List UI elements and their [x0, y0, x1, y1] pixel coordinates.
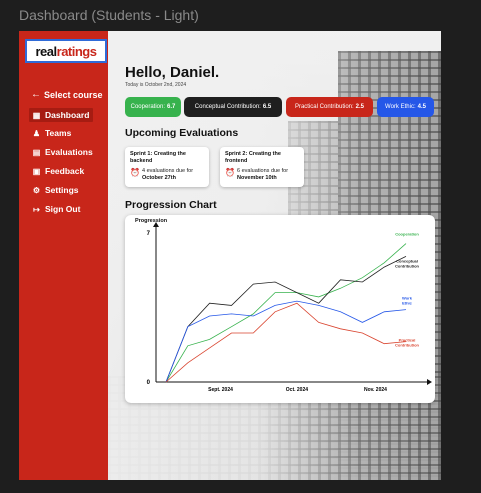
- series-label: Conceptual Contribution: [395, 258, 420, 268]
- series-line-cooperation: [165, 243, 407, 383]
- metric-work-ethic[interactable]: Work Ethic: 4.5: [377, 97, 434, 117]
- series-line-practical-contribution: [165, 302, 407, 383]
- sidebar-item-evaluations[interactable]: ▤ Evaluations: [32, 147, 93, 157]
- arrow-left-icon: ←: [31, 89, 41, 100]
- chart-bar-icon: ▤: [32, 147, 41, 157]
- gear-icon: ⚙: [32, 185, 41, 195]
- logo-part2: ratings: [56, 43, 97, 59]
- date-text: Today is October 2nd, 2024: [125, 82, 187, 88]
- series-label: Work Ethic: [402, 296, 413, 306]
- sidebar-item-sign-out[interactable]: ↦ Sign Out: [33, 204, 81, 214]
- dashboard-icon: ▦: [32, 110, 41, 120]
- evaluation-title: Sprint 1: Creating the backend: [130, 151, 186, 164]
- evaluation-card[interactable]: Sprint 1: Creating the backend ⏰ 4 evalu…: [125, 147, 209, 187]
- select-course-label: Select course: [44, 89, 103, 100]
- alarm-clock-icon: ⏰: [130, 168, 140, 177]
- teams-icon: ♟: [32, 128, 41, 138]
- sidebar: realratings ← Select course ▦ Dashboard …: [19, 31, 108, 480]
- greeting: Hello, Daniel.: [125, 64, 220, 81]
- metric-practical-contribution[interactable]: Practical Contribution: 2.5: [286, 97, 373, 117]
- y-tick-label: 0: [147, 380, 151, 386]
- sidebar-item-dashboard[interactable]: ▦ Dashboard: [29, 108, 94, 122]
- logo[interactable]: realratings: [25, 39, 107, 63]
- x-tick-label: Sept. 2024: [208, 387, 233, 393]
- sidebar-item-settings[interactable]: ⚙ Settings: [32, 185, 79, 195]
- series-label: Practical Contribution: [395, 338, 420, 348]
- alarm-clock-icon: ⏰: [225, 168, 235, 177]
- series-line-conceptual-contribution: [165, 256, 407, 383]
- evaluation-title: Sprint 2: Creating the frontend: [225, 151, 281, 164]
- series-label: Cooperation: [395, 232, 419, 237]
- logo-part1: real: [35, 43, 58, 59]
- y-axis-arrow: [153, 222, 159, 227]
- sign-out-icon: ↦: [33, 204, 40, 214]
- dashboard-frame: realratings ← Select course ▦ Dashboard …: [19, 31, 441, 480]
- metric-cooperation[interactable]: Cooperation: 6.7: [125, 97, 181, 117]
- sidebar-item-teams[interactable]: ♟ Teams: [32, 128, 72, 138]
- series-line-work-ethic: [165, 300, 407, 383]
- y-axis-label: Progression: [135, 218, 168, 224]
- x-axis-arrow: [427, 379, 432, 385]
- sidebar-item-feedback[interactable]: ▣ Feedback: [32, 166, 85, 176]
- upcoming-evaluations-title: Upcoming Evaluations: [125, 127, 239, 139]
- y-tick-label: 7: [147, 231, 151, 237]
- select-course-link[interactable]: ← Select course: [31, 89, 103, 100]
- progression-chart-title: Progression Chart: [125, 199, 217, 211]
- frame-title: Dashboard (Students - Light): [19, 7, 199, 23]
- x-tick-label: Oct. 2024: [286, 387, 308, 393]
- metric-conceptual-contribution[interactable]: Conceptual Contribution: 6.5: [184, 97, 282, 117]
- evaluation-card[interactable]: Sprint 2: Creating the frontend ⏰ 6 eval…: [220, 147, 304, 187]
- message-icon: ▣: [32, 166, 41, 176]
- x-tick-label: Nov. 2024: [364, 387, 387, 393]
